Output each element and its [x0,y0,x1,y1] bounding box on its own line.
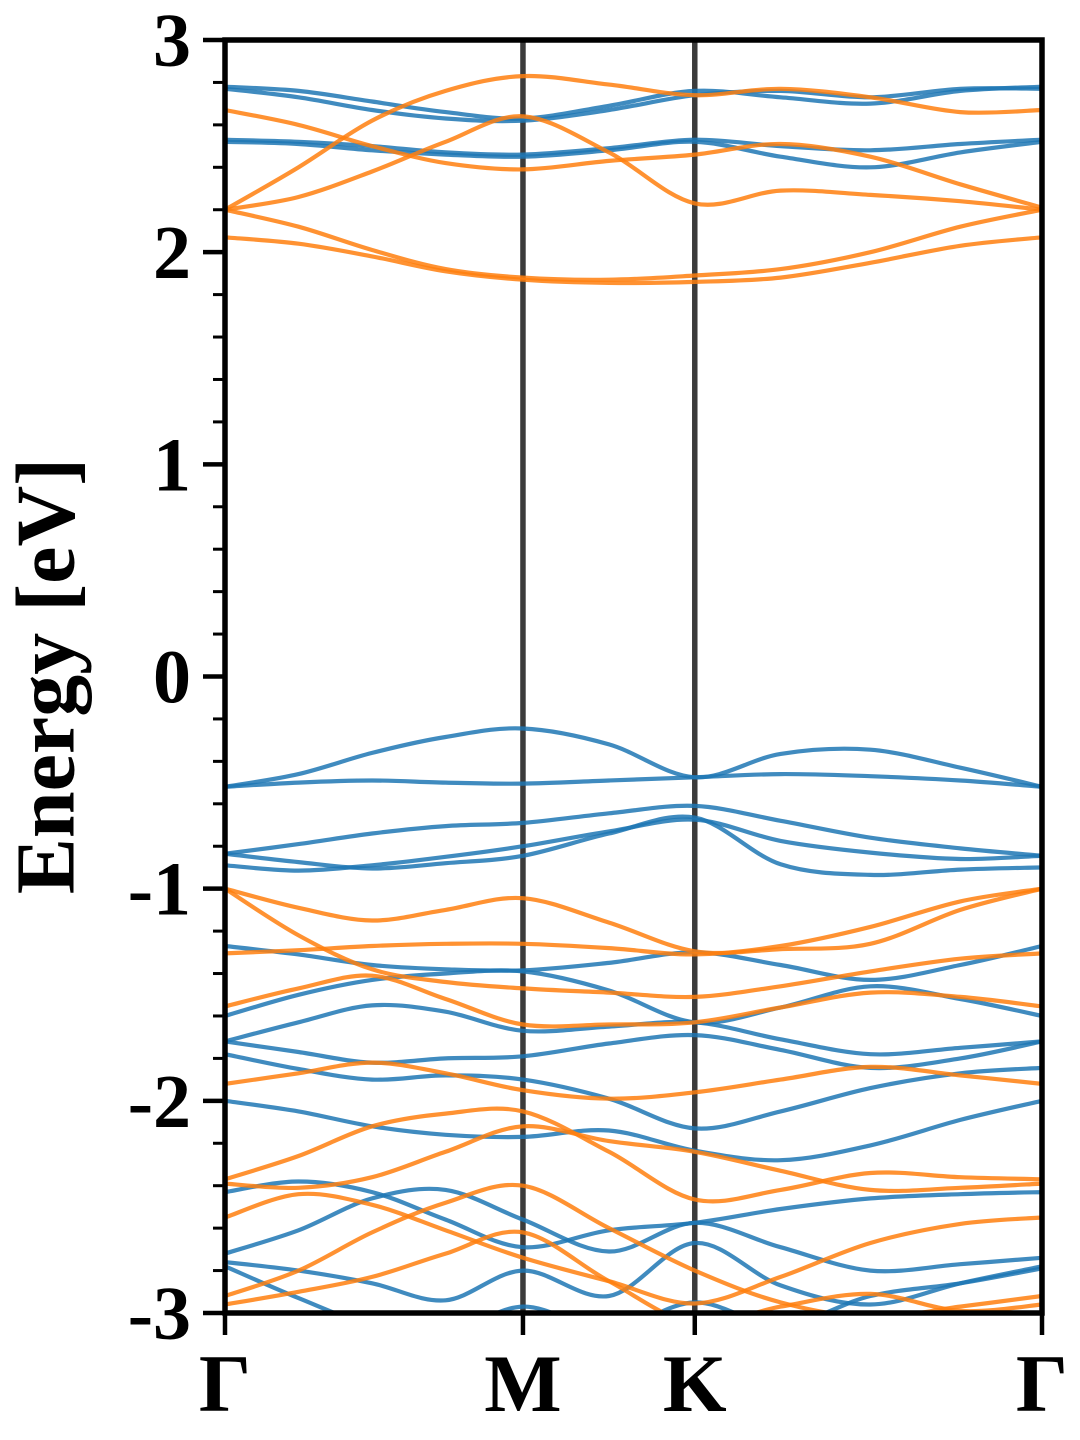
bands-blue-18 [225,1264,1042,1313]
plot-frame [222,37,1045,1316]
bands-blue-5 [225,771,1042,789]
bands-blue-0 [225,84,1042,121]
bands-blue-3 [225,139,1042,170]
bands-orange-10 [225,1106,1042,1204]
bands-orange-6 [225,886,1042,957]
x-tick-label-K-2: K [663,1338,727,1429]
bands-blue-1 [225,86,1042,124]
bands-orange-14 [225,1229,1042,1313]
y-axis-label: Energy [eV] [0,457,93,895]
y-tick-label-3: 3 [153,0,191,83]
bands-blue-11 [225,1002,1042,1057]
y-tick-label-1: 1 [153,423,191,507]
bands-orange-4 [225,207,1042,282]
y-tick-label--3: -3 [128,1272,191,1356]
y-tick-label-0: 0 [153,636,191,720]
bands-orange-3 [225,235,1042,286]
bands-orange-0 [225,73,1042,212]
x-tick-label-M-1: M [484,1338,561,1429]
bands-orange-9 [225,1060,1042,1101]
bands-blue-14 [225,1098,1042,1163]
bands-orange-11 [225,1124,1042,1194]
bands-orange-7 [225,886,1042,1000]
bands-orange-5 [225,886,1042,956]
y-tick-label-2: 2 [153,211,191,295]
bands-blue-6 [225,803,1042,858]
bands-orange-1 [225,107,1042,210]
bands-blue-13 [225,1052,1042,1131]
y-tick-label--1: -1 [128,848,191,932]
bands-orange-8 [225,973,1042,1029]
x-tick-label-Γ-0: Γ [199,1338,251,1429]
y-tick-label--2: -2 [128,1060,191,1144]
bands-orange-2 [225,114,1042,212]
x-tick-label-Γ-3: Γ [1016,1338,1068,1429]
bands-blue-17 [225,1240,1042,1307]
bands-orange-13 [225,1182,1042,1313]
bands-blue-4 [225,726,1042,789]
bands-blue-8 [225,817,1042,873]
